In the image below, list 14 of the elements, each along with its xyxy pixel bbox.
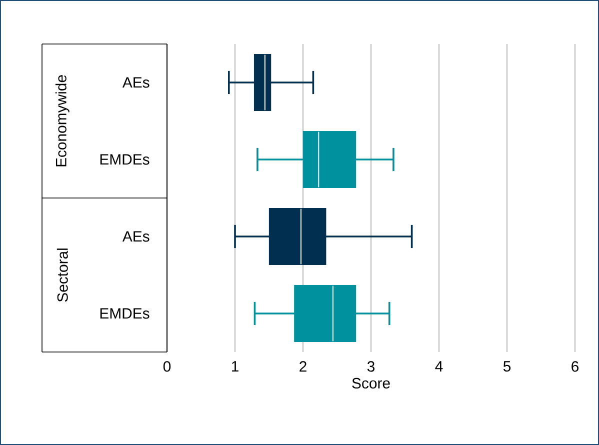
x-tick-label: 2 bbox=[300, 361, 306, 372]
text: Economywide bbox=[55, 75, 70, 166]
x-tick-label: 5 bbox=[503, 361, 511, 372]
y-tick-label: EMDEs bbox=[100, 154, 150, 165]
x-tick-label: 3 bbox=[367, 361, 375, 372]
text: Sectoral bbox=[56, 248, 68, 302]
x-tick-label: 4 bbox=[435, 361, 443, 372]
x-axis-title: Score bbox=[352, 378, 390, 388]
y-tick-label: EMDEs bbox=[100, 308, 150, 319]
x-tick-label: 1 bbox=[232, 361, 238, 372]
x-tick-label: 0 bbox=[163, 361, 171, 372]
y-tick-label: AEs bbox=[122, 77, 150, 88]
y-tick-label: AEs bbox=[122, 231, 150, 242]
x-tick-label: 6 bbox=[572, 361, 578, 372]
